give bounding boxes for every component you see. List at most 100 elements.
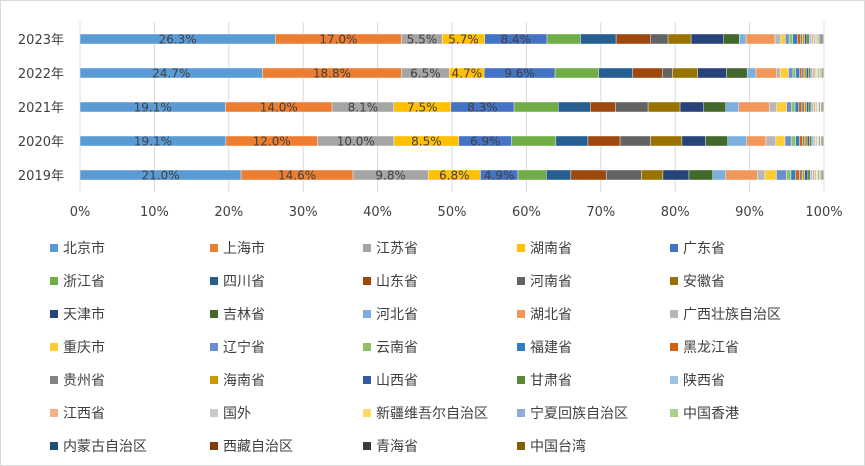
x-axis-ticks: 0% 10% 20% 30% 40% 50% 60% 70% 80% 90% 100%	[70, 205, 843, 220]
data-label: 19.1%	[134, 101, 172, 115]
legend-label: 福建省	[530, 340, 572, 356]
data-label: 9.8%	[375, 169, 406, 183]
bar-segment	[799, 135, 803, 147]
legend-swatch	[210, 244, 218, 252]
bar-segment	[726, 67, 748, 79]
data-label: 5.5%	[407, 33, 438, 47]
bar-segment	[813, 33, 817, 45]
bar-segment	[818, 101, 821, 113]
x-tick-label: 0%	[70, 205, 91, 220]
legend-label: 广西壮族自治区	[683, 307, 781, 323]
legend-swatch	[50, 310, 58, 318]
legend-label: 黑龙江省	[683, 340, 739, 356]
bar-segment	[815, 33, 818, 45]
bar-segment	[765, 135, 777, 147]
data-label: 8.5%	[411, 135, 442, 149]
legend-label: 新疆维吾尔自治区	[376, 406, 488, 422]
bar-segment	[811, 135, 815, 147]
data-label: 14.0%	[260, 101, 298, 115]
legend-swatch	[517, 343, 525, 351]
bar-segment	[650, 33, 669, 45]
data-label: 5.7%	[448, 33, 479, 47]
bar-segment	[792, 33, 798, 45]
bar-segment	[804, 135, 808, 147]
legend-label: 内蒙古自治区	[63, 439, 147, 455]
data-label: 8.1%	[348, 101, 379, 115]
bar-segment	[816, 67, 819, 79]
bar-segment	[810, 101, 814, 113]
bar-segment	[819, 169, 822, 181]
data-label: 6.9%	[470, 135, 501, 149]
bar-segment	[755, 67, 777, 79]
legend-swatch	[517, 244, 525, 252]
bar-segment	[681, 135, 706, 147]
legend-swatch	[517, 409, 525, 417]
bar-segment	[667, 33, 692, 45]
bar-segment	[598, 67, 633, 79]
legend-swatch	[210, 310, 218, 318]
bar-segment	[806, 33, 810, 45]
legend-label: 吉林省	[223, 307, 265, 323]
legend-swatch	[363, 310, 371, 318]
bar-segment	[790, 135, 796, 147]
legend-swatch	[670, 376, 678, 384]
bar-segment	[809, 169, 813, 181]
bar-segment	[818, 33, 821, 45]
bar-segment	[804, 101, 807, 113]
data-label: 9.6%	[504, 67, 535, 81]
bar-segment	[816, 101, 819, 113]
bar-segment	[807, 169, 811, 181]
data-label: 6.8%	[439, 169, 470, 183]
bar-segment	[570, 169, 607, 181]
bar-segment	[792, 67, 797, 79]
bar-segment	[757, 169, 766, 181]
bar-segment	[808, 67, 811, 79]
legend-swatch	[670, 244, 678, 252]
bar-segment	[800, 33, 803, 45]
bar-segment	[823, 135, 825, 147]
legend-swatch	[50, 343, 58, 351]
data-label: 14.6%	[278, 169, 316, 183]
x-tick-label: 80%	[661, 205, 690, 220]
legend-swatch	[210, 376, 218, 384]
bar-segment	[688, 169, 713, 181]
bar-segment	[587, 135, 621, 147]
legend-label: 青海省	[376, 439, 418, 455]
legend-swatch	[50, 277, 58, 285]
legend-swatch	[517, 442, 525, 450]
bar-segment	[738, 101, 770, 113]
legend-label: 安徽省	[683, 274, 725, 290]
legend-label: 四川省	[223, 274, 265, 290]
bar-segment	[776, 101, 787, 113]
bar-segment	[725, 101, 739, 113]
y-category-label: 2022年	[18, 67, 64, 82]
legend-swatch	[363, 244, 371, 252]
legend-label: 国外	[223, 406, 251, 422]
bar-segment	[785, 33, 790, 45]
bar-segment	[580, 33, 617, 45]
legend-label: 天津市	[63, 306, 105, 323]
bar-segment	[802, 169, 806, 181]
bar-segment	[812, 67, 816, 79]
data-label: 12.0%	[253, 135, 291, 149]
bar-segment	[554, 67, 599, 79]
bar-segment	[780, 33, 786, 45]
x-tick-label: 30%	[289, 205, 318, 220]
legend-label: 重庆市	[63, 339, 105, 356]
bar-segment	[697, 67, 727, 79]
x-tick-label: 100%	[805, 205, 842, 220]
bar-segment	[823, 33, 825, 45]
bar-segment	[786, 169, 792, 181]
bar-segment	[801, 67, 805, 79]
legend-swatch	[50, 376, 58, 384]
bar-segment	[513, 101, 559, 113]
data-label: 8.4%	[501, 33, 532, 47]
x-tick-label: 20%	[214, 205, 243, 220]
bar-segment	[768, 101, 777, 113]
x-tick-label: 60%	[512, 205, 541, 220]
bar-segment	[776, 67, 781, 79]
bar-segment	[690, 33, 724, 45]
data-label: 21.0%	[141, 169, 179, 183]
legend-label: 甘肃省	[530, 373, 572, 389]
y-axis-labels: 2023年 2022年 2021年 2020年 2019年	[18, 33, 64, 184]
